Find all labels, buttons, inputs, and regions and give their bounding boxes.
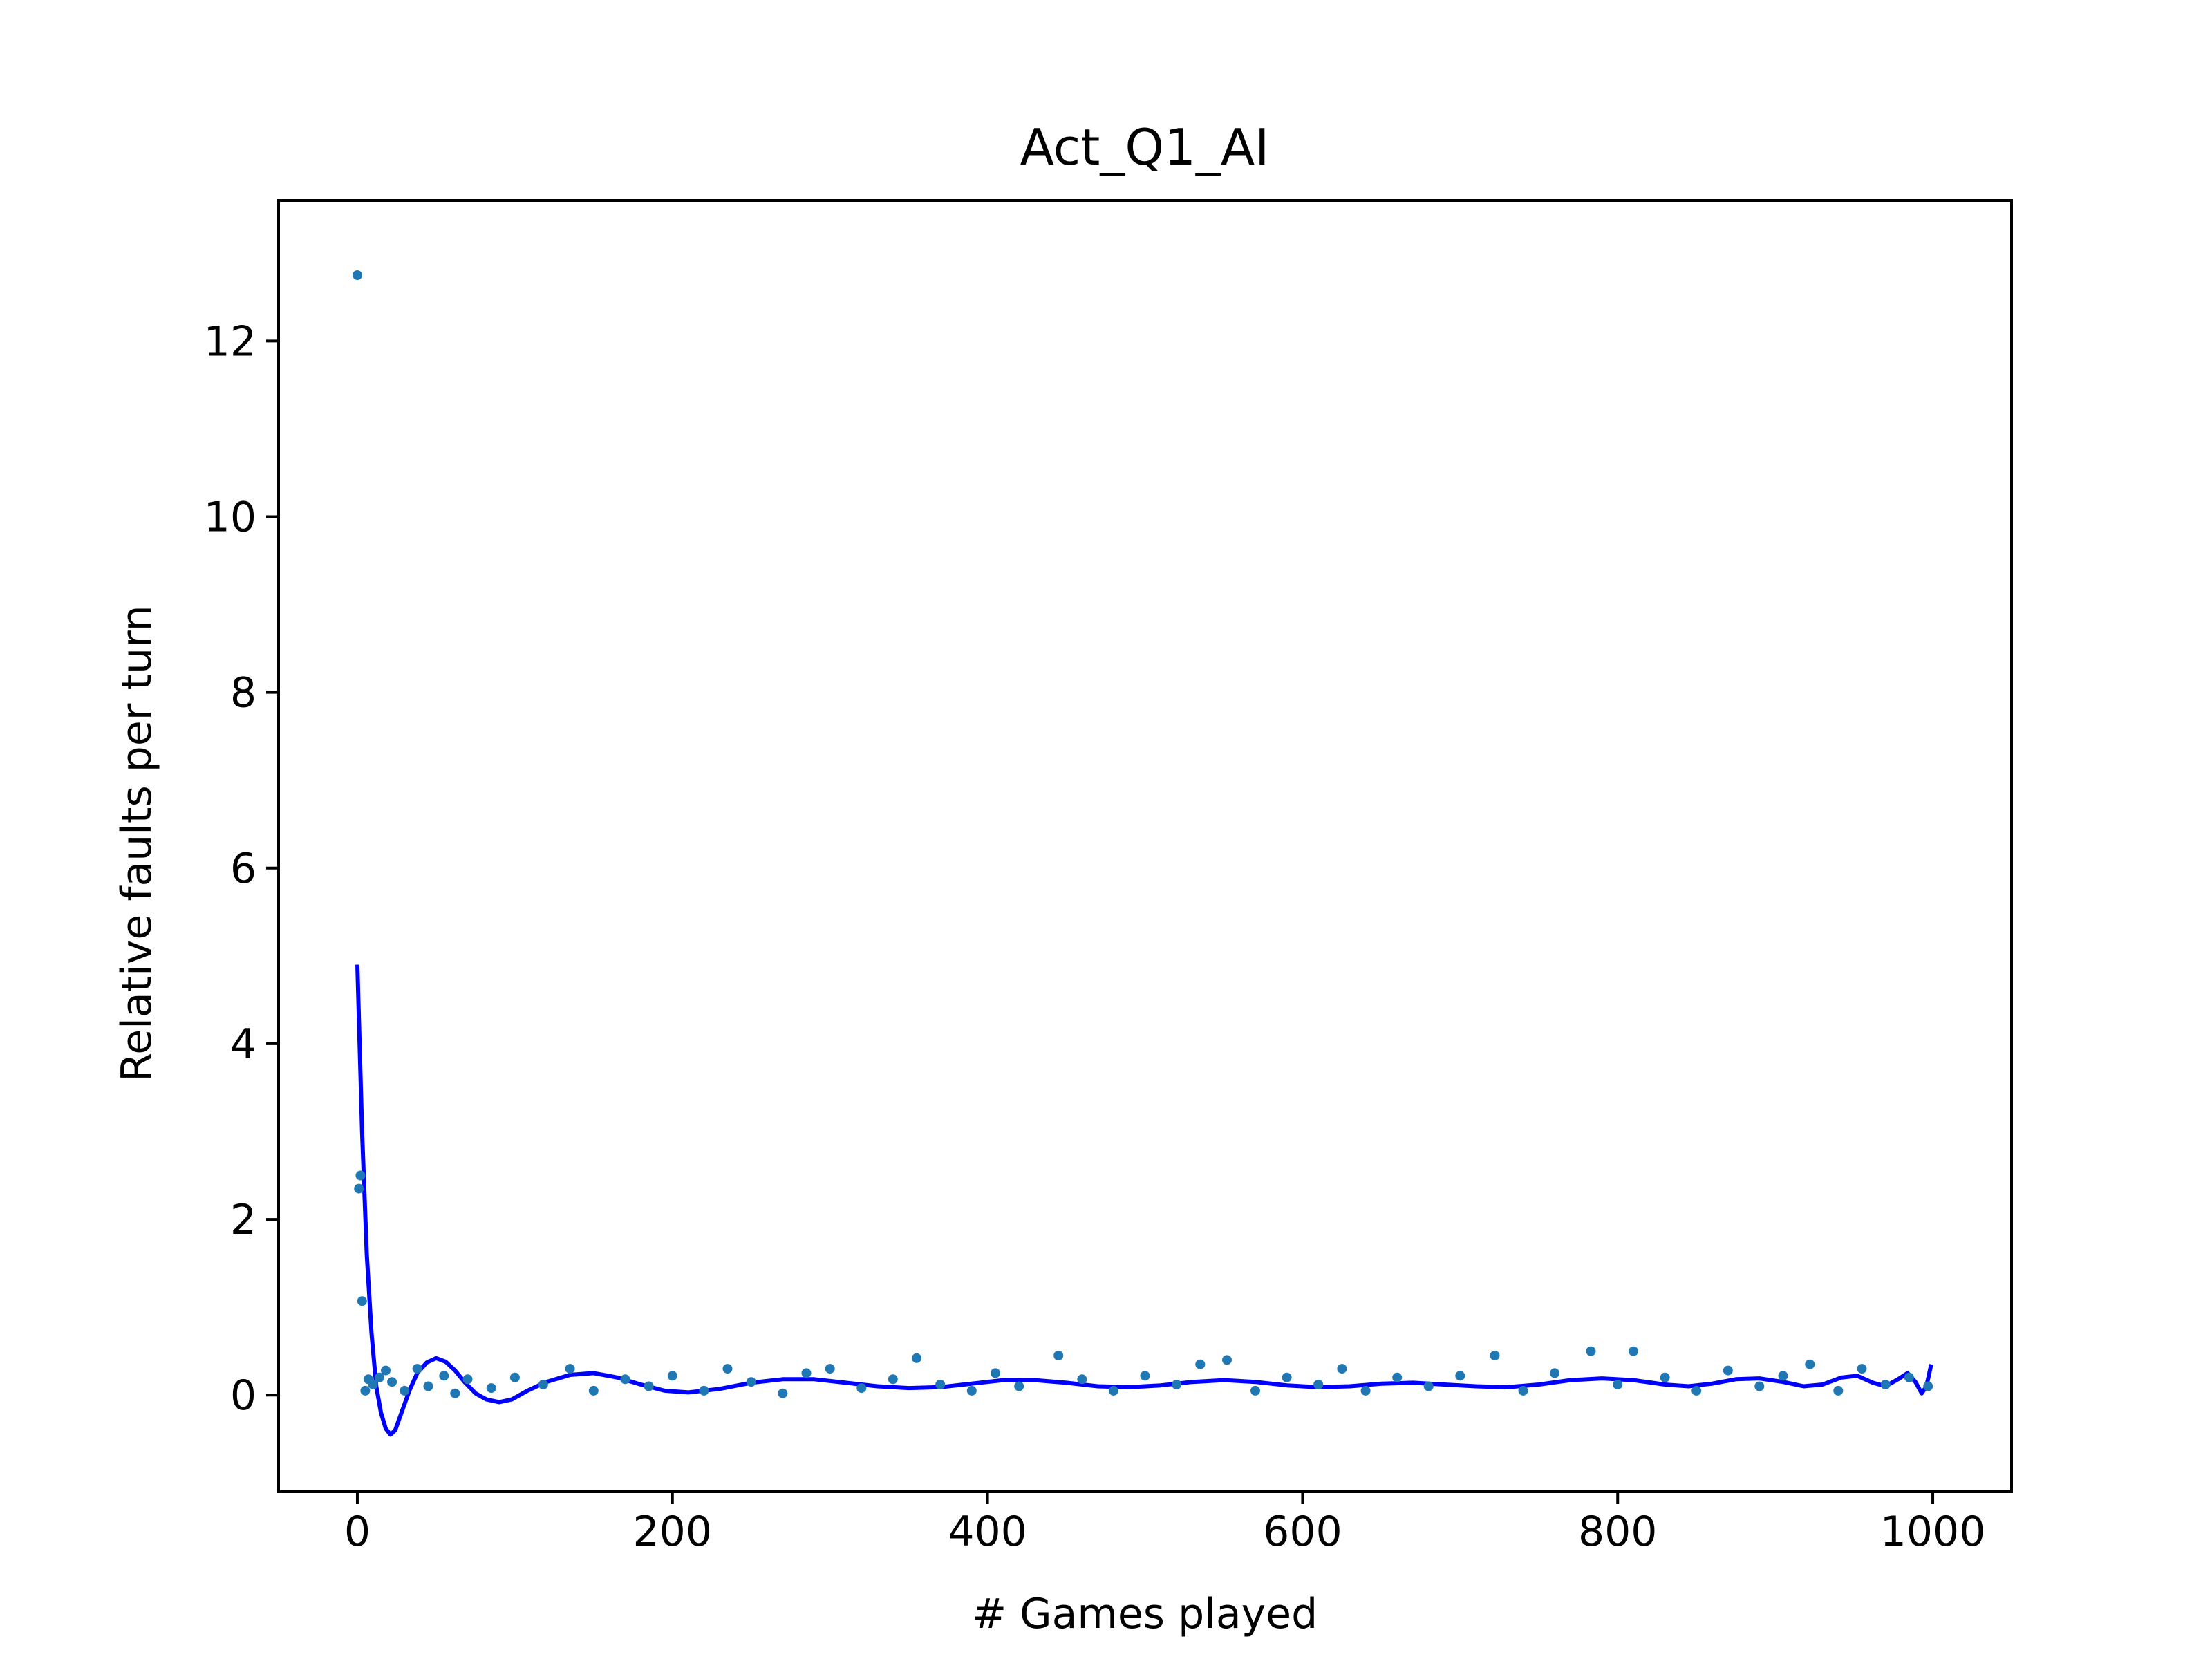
scatter-point: [991, 1368, 1000, 1378]
x-tick-label: 1000: [1880, 1508, 1986, 1556]
scatter-point: [381, 1365, 391, 1376]
scatter-point: [1014, 1381, 1024, 1391]
axes: 0 200 400 600 800 1000 0 2 4 6 8 10 12: [204, 199, 2013, 1556]
x-tick-label: 200: [633, 1508, 713, 1556]
scatter-point: [387, 1377, 397, 1387]
x-tick-label: 400: [948, 1508, 1027, 1556]
scatter-point: [1195, 1359, 1206, 1369]
scatter-point: [354, 1183, 364, 1194]
scatter-point: [1282, 1372, 1292, 1382]
scatter-point: [1360, 1385, 1371, 1396]
scatter-point: [1613, 1380, 1623, 1389]
scatter-point: [1423, 1381, 1434, 1391]
scatter-point: [1455, 1371, 1465, 1381]
scatter-point: [1629, 1346, 1638, 1356]
x-tick-label: 0: [344, 1508, 371, 1556]
y-axis-label: Relative faults per turn: [113, 605, 161, 1081]
scatter-point: [423, 1381, 433, 1391]
x-tick-label: 600: [1263, 1508, 1342, 1556]
scatter-point: [912, 1353, 921, 1363]
chart-title: Act_Q1_AI: [1020, 118, 1270, 176]
scatter-point: [1222, 1355, 1232, 1365]
scatter-point: [412, 1364, 422, 1374]
scatter-point: [1108, 1385, 1118, 1396]
scatter-point: [1586, 1346, 1596, 1356]
scatter-point: [935, 1380, 946, 1389]
scatter-point: [1880, 1380, 1891, 1389]
x-axis-label: # Games played: [972, 1590, 1318, 1638]
scatter-point: [360, 1385, 371, 1396]
scatter-point: [1833, 1385, 1844, 1396]
scatter-point: [1077, 1374, 1087, 1385]
y-tick-label: 2: [230, 1196, 256, 1244]
scatter-point: [462, 1374, 473, 1385]
scatter-point: [374, 1372, 384, 1382]
y-tick-label: 10: [204, 493, 256, 541]
scatter-point: [1754, 1381, 1765, 1391]
scatter-point: [667, 1371, 677, 1381]
scatter-point: [1172, 1380, 1182, 1389]
scatter-point: [966, 1385, 977, 1396]
scatter-point: [1550, 1368, 1560, 1378]
y-tick-label: 12: [204, 317, 256, 366]
scatter-point: [1805, 1359, 1815, 1369]
scatter-point: [1518, 1385, 1528, 1396]
scatter-point: [450, 1388, 460, 1398]
scatter-point: [1904, 1372, 1914, 1382]
scatter-point: [400, 1385, 410, 1396]
x-tick-label: 800: [1578, 1508, 1658, 1556]
scatter-point: [1053, 1351, 1064, 1360]
scatter-point: [509, 1372, 520, 1382]
scatter-point: [1778, 1371, 1788, 1381]
fit-line: [355, 964, 1933, 1437]
scatter-point: [486, 1383, 496, 1394]
y-tick-label: 4: [230, 1020, 256, 1069]
scatter-point: [1857, 1364, 1867, 1374]
scatter-point: [746, 1377, 756, 1387]
scatter-point: [357, 1296, 367, 1306]
scatter-point: [1723, 1365, 1733, 1376]
scatter-point: [620, 1374, 630, 1385]
scatter-point: [439, 1371, 449, 1381]
scatter-point: [1337, 1364, 1347, 1374]
scatter-point: [1691, 1385, 1702, 1396]
scatter-point: [722, 1364, 733, 1374]
axes-frame: [277, 199, 2013, 1493]
scatter-point: [1923, 1381, 1933, 1391]
scatter-point: [1490, 1351, 1500, 1360]
y-tick-label: 8: [230, 669, 256, 718]
scatter-point: [538, 1380, 548, 1389]
scatter-point: [801, 1368, 812, 1378]
scatter-point: [699, 1385, 709, 1396]
plot-area: [353, 270, 1933, 1437]
scatter-point: [888, 1374, 898, 1385]
scatter-point: [1140, 1371, 1150, 1381]
scatter-point: [825, 1364, 835, 1374]
scatter-point: [1313, 1380, 1324, 1389]
scatter-point: [1392, 1372, 1403, 1382]
scatter-point: [856, 1383, 867, 1394]
scatter-point: [368, 1380, 378, 1389]
scatter-point: [644, 1381, 654, 1391]
scatter-point: [565, 1364, 575, 1374]
y-tick-label: 0: [230, 1371, 256, 1420]
scatter-point: [353, 270, 362, 280]
scatter-point: [1660, 1372, 1670, 1382]
y-tick-label: 6: [230, 845, 256, 893]
scatter-point: [1250, 1385, 1260, 1396]
scatter-point: [778, 1388, 788, 1398]
scatter-point: [588, 1385, 599, 1396]
scatter-point: [355, 1170, 366, 1181]
